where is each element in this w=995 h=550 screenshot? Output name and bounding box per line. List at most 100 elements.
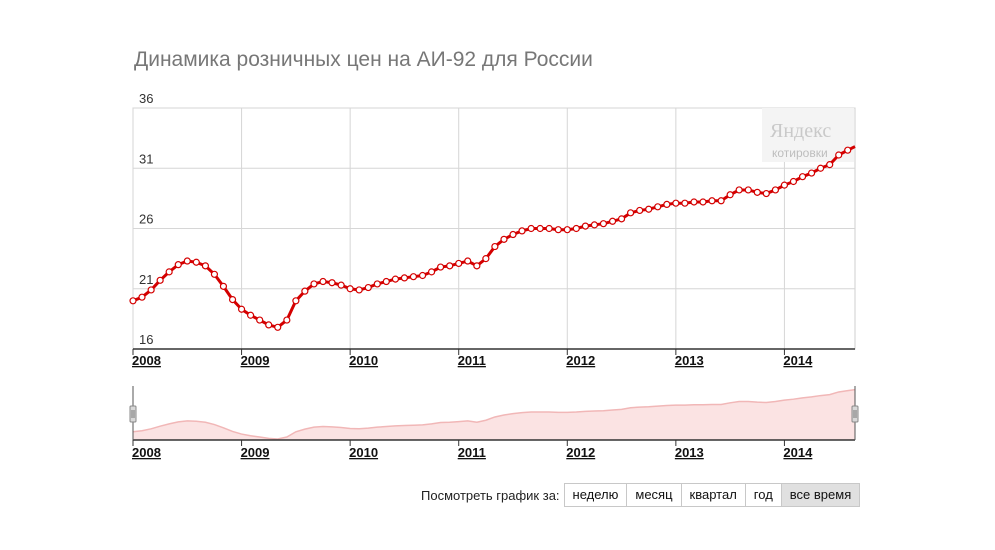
data-point[interactable] [436, 263, 445, 271]
navigator-right-handle[interactable] [851, 405, 859, 423]
data-point[interactable] [364, 283, 372, 292]
data-point[interactable] [446, 262, 454, 270]
data-point[interactable] [138, 293, 146, 301]
data-point[interactable] [536, 224, 544, 233]
data-point[interactable] [789, 177, 798, 186]
data-point[interactable] [473, 262, 481, 270]
navigator-left-handle[interactable] [129, 405, 137, 423]
x-tick-label[interactable]: 2012 [566, 353, 595, 368]
data-point[interactable] [771, 186, 780, 194]
navigator-tick-label[interactable]: 2014 [783, 445, 813, 460]
data-point[interactable] [672, 199, 680, 207]
data-point[interactable] [310, 280, 318, 288]
data-point[interactable] [391, 275, 400, 283]
data-point[interactable] [608, 217, 617, 225]
data-point[interactable] [590, 221, 599, 229]
data-point[interactable] [337, 281, 345, 289]
period-month-button[interactable]: месяц [627, 483, 682, 507]
data-point[interactable] [373, 280, 381, 288]
data-point[interactable] [491, 242, 499, 251]
data-point[interactable] [482, 255, 490, 263]
data-point[interactable] [581, 222, 590, 230]
data-point[interactable] [283, 316, 291, 324]
x-tick-label[interactable]: 2010 [349, 353, 378, 368]
navigator-tick-label[interactable]: 2012 [566, 445, 595, 460]
data-point[interactable] [464, 257, 472, 265]
data-point[interactable] [256, 316, 264, 324]
navigator-tick-label[interactable]: 2013 [675, 445, 704, 460]
data-point[interactable] [554, 226, 562, 234]
data-point[interactable] [328, 279, 336, 287]
data-point[interactable] [228, 295, 237, 304]
data-point[interactable] [210, 270, 219, 278]
x-tick-label[interactable]: 2008 [132, 353, 161, 368]
data-point[interactable] [192, 258, 200, 266]
x-tick-label[interactable]: 2013 [675, 353, 704, 368]
x-tick-label[interactable]: 2009 [241, 353, 270, 368]
data-point[interactable] [346, 285, 354, 293]
data-point[interactable] [427, 268, 436, 276]
data-point[interactable] [527, 224, 535, 233]
navigator-tick-label[interactable]: 2008 [132, 445, 161, 460]
data-point[interactable] [219, 282, 228, 290]
data-point[interactable] [400, 274, 409, 282]
data-point[interactable] [147, 286, 155, 294]
data-point[interactable] [319, 277, 327, 286]
data-point[interactable] [292, 297, 300, 305]
period-year-button[interactable]: год [745, 483, 782, 507]
x-tick-label[interactable]: 2014 [783, 353, 813, 368]
data-point[interactable] [626, 209, 635, 217]
data-point[interactable] [617, 215, 626, 223]
data-point[interactable] [681, 199, 689, 207]
data-point[interactable] [699, 198, 707, 206]
data-point[interactable] [826, 161, 834, 169]
data-point[interactable] [744, 186, 752, 194]
data-point[interactable] [807, 169, 816, 177]
data-point[interactable] [274, 323, 282, 331]
data-point[interactable] [599, 220, 608, 228]
data-point[interactable] [663, 200, 671, 208]
period-all-time-button[interactable]: все время [781, 483, 861, 507]
data-point[interactable] [816, 164, 825, 172]
navigator-tick-label[interactable]: 2011 [458, 445, 486, 460]
data-point[interactable] [717, 197, 725, 205]
data-point[interactable] [645, 205, 653, 213]
data-point[interactable] [174, 261, 182, 269]
data-point[interactable] [545, 224, 553, 233]
data-point[interactable] [518, 227, 526, 235]
data-point[interactable] [183, 257, 191, 265]
data-point[interactable] [301, 287, 309, 295]
data-point[interactable] [165, 268, 173, 276]
data-point[interactable] [409, 273, 418, 281]
data-point[interactable] [500, 235, 508, 243]
data-point[interactable] [572, 224, 580, 233]
data-point[interactable] [753, 188, 761, 196]
data-point[interactable] [690, 198, 698, 206]
navigator-tick-label[interactable]: 2010 [349, 445, 378, 460]
data-point[interactable] [835, 151, 843, 159]
navigator-tick-label[interactable]: 2009 [241, 445, 270, 460]
data-point[interactable] [654, 203, 662, 211]
data-point[interactable] [780, 181, 789, 189]
data-point[interactable] [762, 189, 770, 198]
data-point[interactable] [156, 276, 164, 284]
data-point[interactable] [735, 186, 743, 194]
period-week-button[interactable]: неделю [563, 483, 628, 507]
data-point[interactable] [455, 259, 463, 268]
data-point[interactable] [563, 226, 571, 234]
data-point[interactable] [636, 206, 644, 215]
data-point[interactable] [201, 262, 210, 270]
period-quarter-button[interactable]: квартал [681, 483, 746, 507]
data-point[interactable] [237, 305, 246, 313]
data-point[interactable] [355, 286, 363, 294]
x-tick-label[interactable]: 2011 [458, 353, 486, 368]
data-point[interactable] [382, 277, 390, 286]
data-point[interactable] [509, 230, 517, 239]
navigator[interactable]: 2008 2009 2010 2011 2012 2013 2014 [129, 386, 859, 460]
data-point[interactable] [246, 311, 255, 319]
data-point[interactable] [844, 146, 852, 154]
data-point[interactable] [418, 271, 427, 280]
data-point[interactable] [265, 321, 273, 329]
data-point[interactable] [798, 173, 807, 181]
data-point[interactable] [708, 197, 716, 205]
